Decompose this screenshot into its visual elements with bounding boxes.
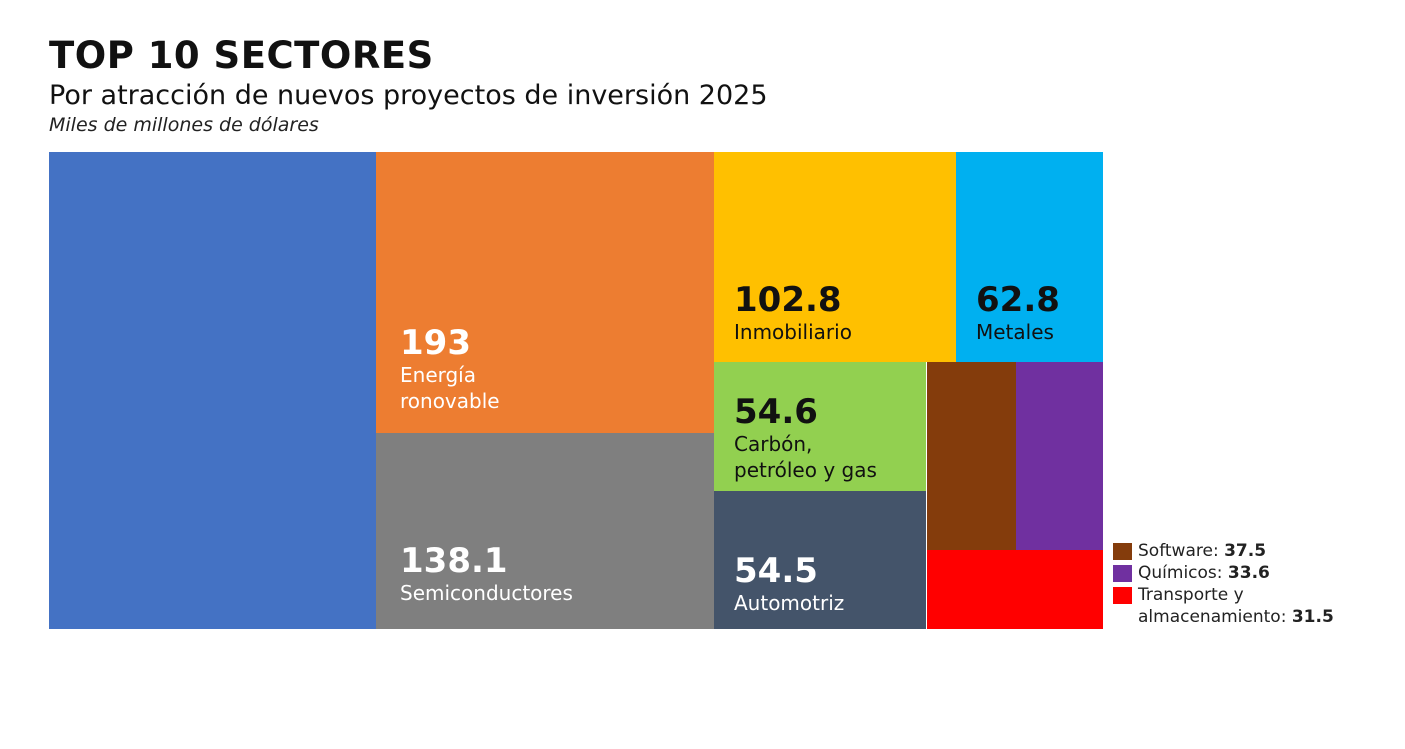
value-label: 138.1: [400, 541, 508, 581]
chart-title: TOP 10 SECTORES: [49, 34, 434, 77]
category-label: Comunicaciones: [73, 700, 238, 725]
treemap-cell-transporte-y-almacenamiento: [927, 550, 1103, 629]
treemap-cell-software: [927, 362, 1016, 550]
legend-label: Químicos: [1138, 563, 1217, 583]
treemap-cell-metales: 62.8 Metales: [956, 152, 1103, 362]
legend-label: Transporte y: [1138, 585, 1244, 605]
legend-item-software: Software: 37.5: [1113, 540, 1334, 562]
legend-swatch: [1113, 543, 1132, 560]
treemap-cell-comunicaciones: 319.6 Comunicaciones (Centro de datos): [49, 152, 376, 749]
treemap-cell-químicos: [1016, 362, 1103, 550]
value-label: 102.8: [734, 280, 842, 320]
value-label: 54.5: [734, 551, 818, 591]
legend-label: almacenamiento:: [1138, 607, 1287, 627]
value-label: 62.8: [976, 280, 1060, 320]
legend-item-transporte: Transporte y almacenamiento: 31.5: [1113, 584, 1334, 628]
legend: Software: 37.5 Químicos: 33.6 Transporte…: [1113, 540, 1334, 628]
chart-units: Miles de millones de dólares: [49, 114, 319, 136]
treemap-cell-semiconductores: 138.1 Semiconductores: [376, 433, 714, 629]
treemap-cell-carbón-petróleo-y-gas: 54.6 Carbón, petróleo y gas: [714, 362, 926, 491]
category-label: Carbón, petróleo y gas: [734, 432, 877, 483]
category-sublabel: (Centro de datos): [73, 725, 250, 749]
value-label: 193: [400, 323, 471, 363]
value-label: 54.6: [734, 392, 818, 432]
treemap-cell-energía-ronovable: 193 Energía ronovable: [376, 152, 714, 433]
legend-label: Software: [1138, 541, 1213, 561]
legend-value: 37.5: [1224, 541, 1267, 561]
category-label: Metales: [976, 320, 1054, 345]
legend-swatch: [1113, 587, 1132, 604]
legend-swatch: [1113, 565, 1132, 582]
category-label: Energía ronovable: [400, 363, 500, 414]
legend-item-quimicos: Químicos: 33.6: [1113, 562, 1334, 584]
chart-subtitle: Por atracción de nuevos proyectos de inv…: [49, 80, 768, 111]
category-label: Automotriz: [734, 591, 845, 616]
legend-value: 31.5: [1291, 607, 1334, 627]
category-label: Inmobiliario: [734, 320, 852, 345]
treemap-cell-inmobiliario: 102.8 Inmobiliario: [714, 152, 956, 362]
legend-value: 33.6: [1227, 563, 1270, 583]
treemap-cell-automotriz: 54.5 Automotriz: [714, 491, 926, 629]
category-label: Semiconductores: [400, 581, 573, 606]
value-label: 319.6: [73, 660, 181, 700]
